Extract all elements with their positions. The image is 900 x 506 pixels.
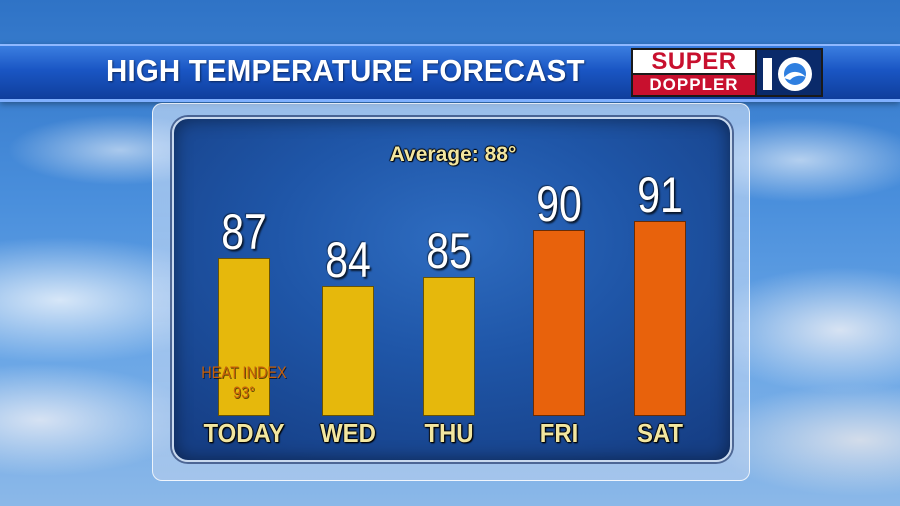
- bar-sat: [634, 220, 686, 416]
- logo-channel-icon: [757, 48, 823, 97]
- logo-super-text: SUPER: [631, 48, 757, 75]
- bar-wed: [322, 285, 374, 416]
- value-label-sat: 91: [637, 166, 683, 223]
- station-logo: SUPER DOPPLER: [631, 48, 823, 98]
- logo-doppler-text: DOPPLER: [631, 75, 757, 97]
- page-title: HIGH TEMPERATURE FORECAST: [106, 53, 585, 88]
- heat-index-value: 93°: [233, 383, 255, 402]
- bar-fri: [533, 230, 585, 416]
- average-label: Average: 88°: [389, 143, 517, 166]
- category-label-today: TODAY: [203, 418, 285, 448]
- category-label-fri: FRI: [539, 418, 579, 448]
- value-label-today: 87: [221, 203, 267, 260]
- category-label-thu: THU: [424, 418, 474, 448]
- bar-thu: [423, 276, 475, 416]
- channel-10-wave-icon: [763, 57, 812, 91]
- value-label-wed: 84: [325, 231, 371, 288]
- bar-today: [218, 257, 270, 416]
- heat-index-label: HEAT INDEX: [201, 363, 287, 382]
- value-label-thu: 85: [426, 222, 472, 279]
- category-label-wed: WED: [320, 418, 376, 448]
- title-bar: HIGH TEMPERATURE FORECAST SUPER DOPPLER: [0, 44, 900, 102]
- category-label-sat: SAT: [636, 418, 684, 448]
- value-label-fri: 90: [536, 176, 582, 232]
